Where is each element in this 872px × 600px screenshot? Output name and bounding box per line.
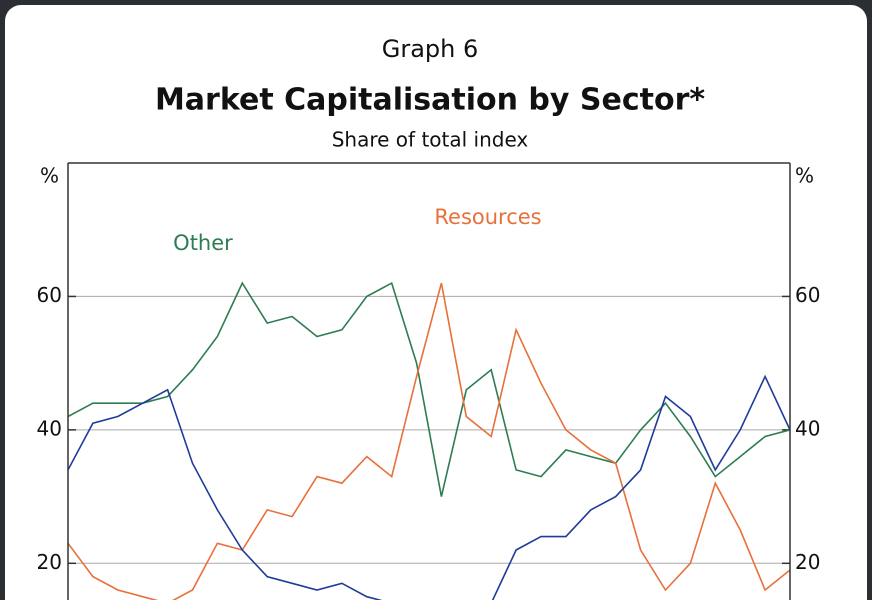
series-label: Resources xyxy=(434,205,541,229)
y-tick-label-left: 60 xyxy=(37,283,62,307)
series-line xyxy=(68,281,790,497)
y-tick-label-right: 40 xyxy=(795,416,820,440)
y-tick-label-left: 40 xyxy=(37,416,62,440)
y-tick-label-right: 20 xyxy=(795,550,820,574)
y-unit-left: % xyxy=(40,164,59,188)
series-line xyxy=(68,282,790,600)
subtitle: Share of total index xyxy=(332,128,529,152)
y-tick-label-right: 60 xyxy=(795,283,820,307)
y-tick-label-left: 20 xyxy=(37,550,62,574)
chart-title: Market Capitalisation by Sector* xyxy=(155,83,705,118)
super-title: Graph 6 xyxy=(382,35,479,63)
y-unit-right: % xyxy=(795,164,814,188)
series-line xyxy=(68,374,790,600)
series-label: Other xyxy=(173,231,233,255)
